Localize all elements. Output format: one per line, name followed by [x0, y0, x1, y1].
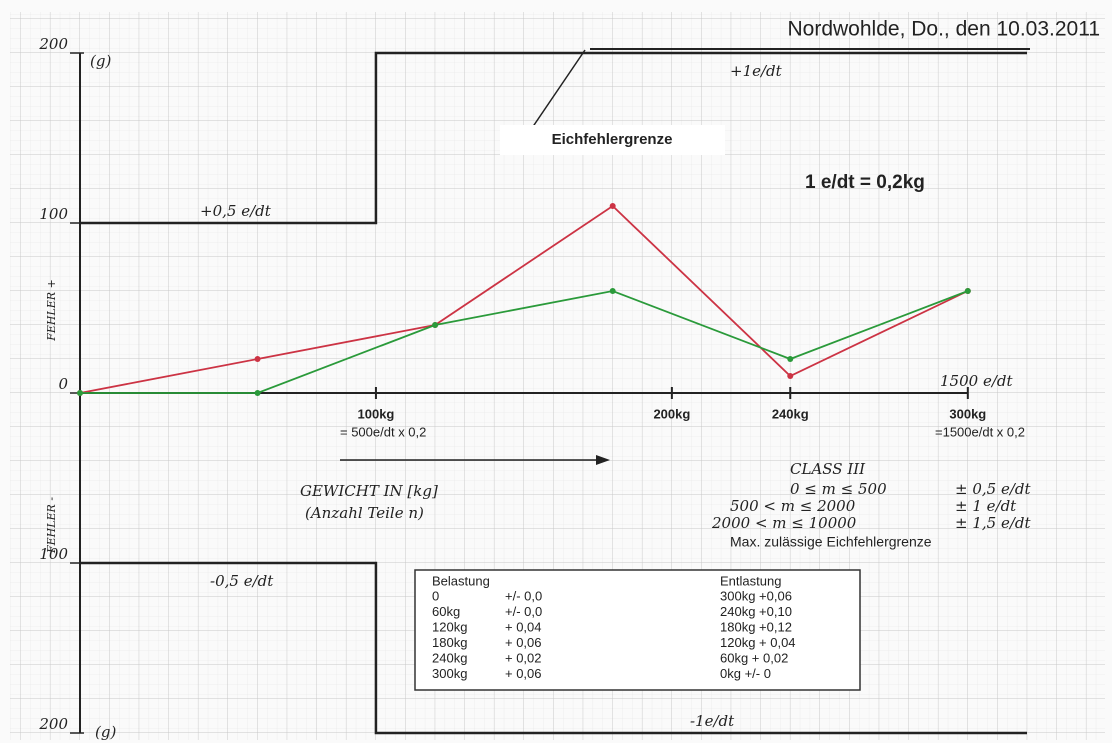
annotation: =1500e/dt x 0,2: [935, 424, 1025, 439]
annotation: Eichfehlergrenze: [552, 131, 673, 148]
x-tick-label: 300kg: [949, 406, 986, 421]
table-cell: 300kg +0,06: [720, 588, 792, 603]
data-point: [964, 288, 971, 294]
table-cell: 120kg + 0,04: [720, 635, 796, 650]
arrow-head: [596, 455, 610, 465]
annotation: (g): [95, 723, 116, 741]
annotation: ± 0,5 e/dt: [955, 480, 1031, 498]
annotation: 2000 < m ≤ 10000: [711, 514, 857, 532]
y-tick-label: 200: [38, 715, 68, 733]
annotation: ± 1,5 e/dt: [955, 514, 1031, 532]
annotation: 1500 e/dt: [940, 372, 1013, 390]
data-point: [787, 373, 794, 379]
annotation: ± 1 e/dt: [955, 497, 1017, 515]
annotation: FEHLER -: [45, 497, 58, 554]
data-point: [77, 390, 83, 396]
table-cell: 0: [432, 588, 439, 603]
data-point: [432, 322, 439, 328]
table-box: [414, 569, 861, 691]
table-cell: 300kg: [432, 666, 467, 681]
table-cell: + 0,06: [505, 666, 542, 681]
table-cell: 60kg: [432, 604, 460, 619]
annotation: 1 e/dt = 0,2kg: [805, 172, 925, 193]
table-cell: 180kg: [432, 635, 467, 650]
annotation: (g): [90, 52, 111, 70]
annotation: FEHLER +: [45, 279, 58, 342]
data-point: [254, 390, 261, 396]
table-header: Belastung: [432, 573, 490, 588]
annotation: GEWICHT IN [kg]: [300, 482, 438, 500]
annotation: (Anzahl Teile n): [305, 504, 424, 522]
annotation: -0,5 e/dt: [210, 572, 274, 590]
y-tick-label: 100: [39, 545, 68, 563]
limit-line: [80, 561, 1027, 735]
annotation: +1e/dt: [730, 62, 783, 80]
table-cell: +/- 0,0: [505, 604, 542, 619]
table-cell: +/- 0,0: [505, 588, 542, 603]
table-cell: + 0,02: [505, 650, 542, 665]
x-tick-label: 240kg: [772, 406, 809, 421]
table-cell: + 0,04: [505, 619, 542, 634]
annotation: -1e/dt: [690, 712, 735, 730]
annotation: 0 ≤ m ≤ 500: [790, 480, 887, 498]
data-point: [609, 288, 616, 294]
annotation: +0,5 e/dt: [200, 202, 272, 220]
x-tick-label: 100kg: [358, 406, 395, 421]
limit-line: [80, 51, 1027, 225]
data-point: [609, 203, 616, 209]
table-header: Entlastung: [720, 573, 781, 588]
annotation: 500 < m ≤ 2000: [730, 497, 856, 515]
table-cell: 240kg: [432, 650, 467, 665]
annotation: = 500e/dt x 0,2: [340, 424, 426, 439]
annotation: Max. zulässige Eichfehlergrenze: [730, 534, 932, 550]
data-point: [787, 356, 794, 362]
y-tick-label: 0: [58, 375, 68, 393]
series-line: [79, 204, 969, 394]
table-cell: 120kg: [432, 619, 467, 634]
callout-line: [531, 49, 586, 129]
table-cell: 240kg +0,10: [720, 604, 792, 619]
label-bg: [500, 125, 725, 155]
y-tick-label: 100: [39, 205, 68, 223]
table-cell: 60kg + 0,02: [720, 650, 788, 665]
table-cell: 180kg +0,12: [720, 619, 792, 634]
table-cell: 0kg +/- 0: [720, 666, 771, 681]
series-line: [80, 290, 969, 394]
table-cell: + 0,06: [505, 635, 542, 650]
data-point: [254, 356, 261, 362]
y-tick-label: 200: [38, 35, 68, 53]
chart-title: Nordwohlde, Do., den 10.03.2011: [788, 18, 1101, 41]
x-tick-label: 200kg: [653, 406, 690, 421]
annotation: CLASS III: [790, 460, 866, 478]
